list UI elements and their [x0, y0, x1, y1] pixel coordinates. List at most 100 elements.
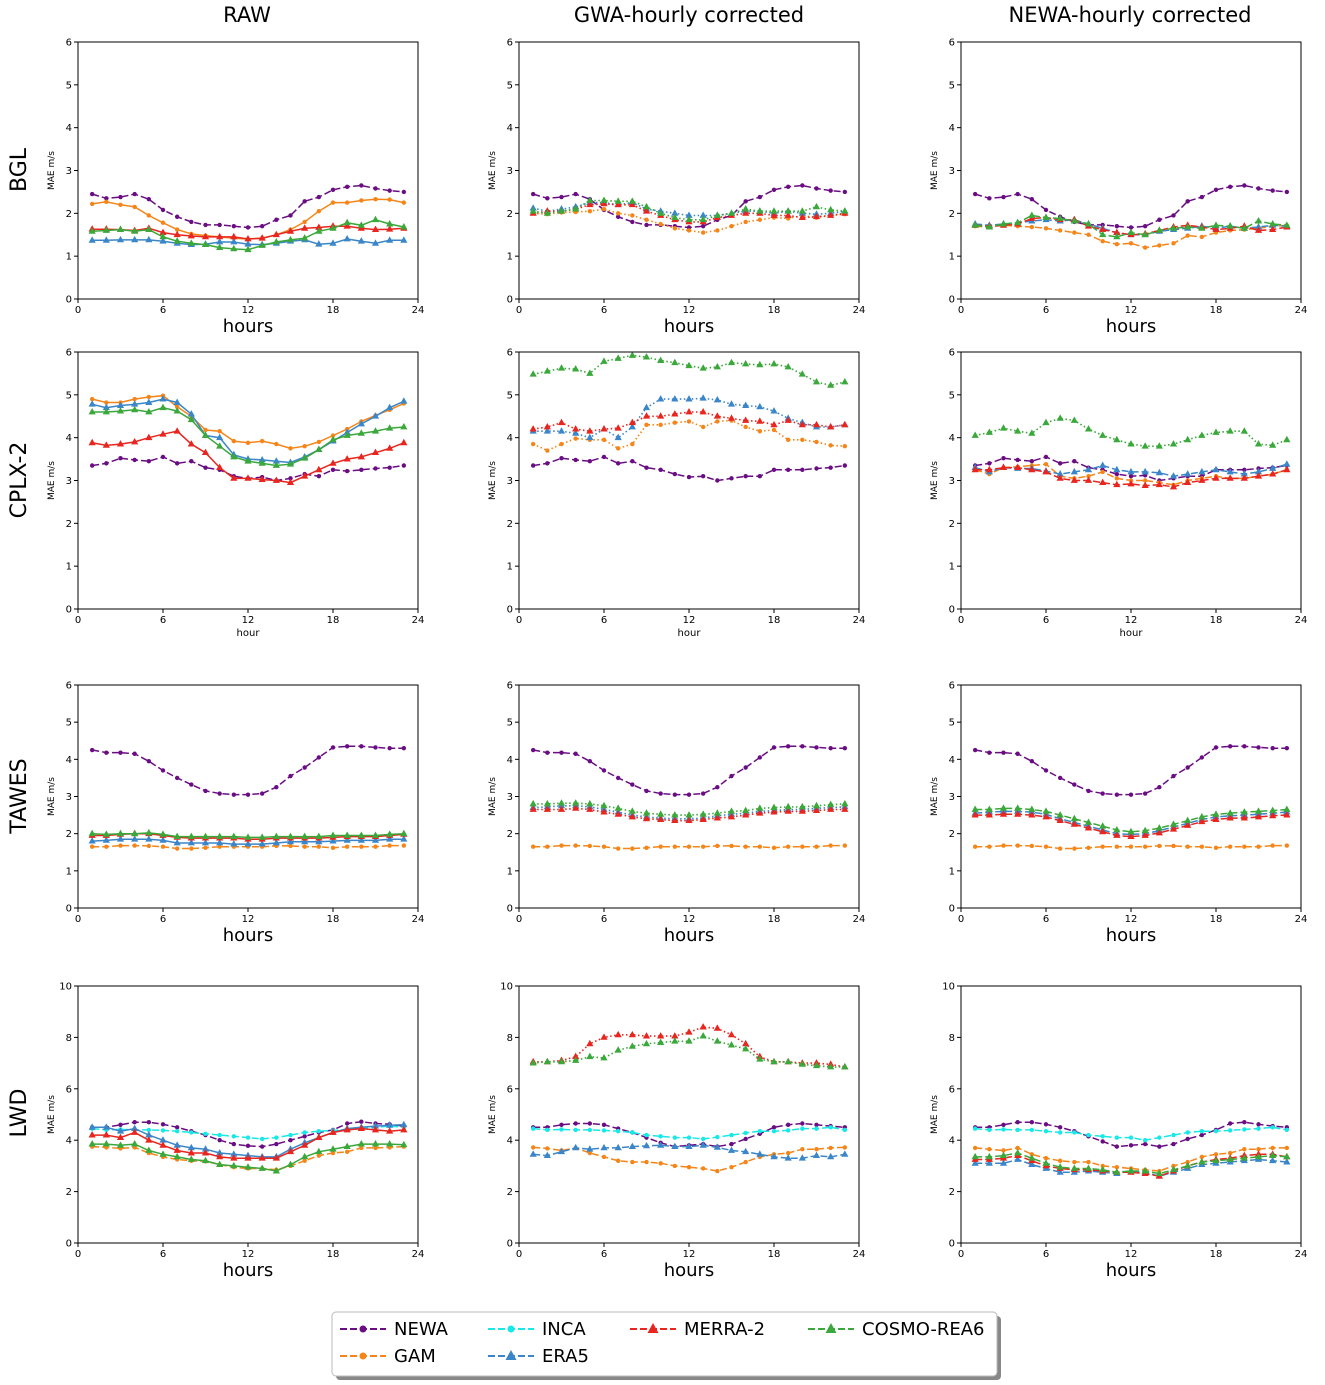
panel-cplx-2-raw-xtick-label: 18 [327, 615, 340, 626]
panel-cplx-2-gwa-hourly-corrected-xtick-label: 0 [516, 615, 522, 626]
panel-bgl-gwa-hourly-corrected-point-merra2 [628, 200, 636, 208]
panel-tawes-raw-point-era5 [286, 837, 295, 845]
panel-lwd-raw-point-cosmo [230, 1161, 238, 1169]
panel-cplx-2-newa-hourly-corrected-point-era5 [1212, 465, 1220, 473]
panel-lwd-gwa-hourly-corrected-point-inca [757, 1129, 763, 1134]
panel-tawes-gwa-hourly-corrected-ytick-label: 5 [507, 718, 513, 729]
panel-bgl-newa-hourly-corrected-point-newa [1242, 183, 1247, 188]
panel-cplx-2-newa-hourly-corrected-point-cosmo [1269, 441, 1277, 448]
panel-lwd-raw-point-merra2 [159, 1141, 167, 1148]
panel-cplx-2-gwa-hourly-corrected-point-cosmo [841, 377, 849, 385]
panel-bgl-raw-point-era5 [400, 236, 408, 243]
panel-bgl-gwa-hourly-corrected-point-cosmo [586, 196, 594, 203]
panel-lwd-gwa-hourly-corrected-xtick-label: 24 [853, 1249, 866, 1260]
panel-bgl-gwa-hourly-corrected-point-cosmo [713, 211, 721, 218]
panel-bgl-gwa-hourly-corrected-xtick-label: 6 [601, 305, 607, 316]
panel-lwd-gwa-hourly-corrected-point-inca [686, 1135, 692, 1140]
panel-tawes-raw-xtick-label: 24 [412, 914, 425, 925]
panel-lwd-newa-hourly-corrected-xtick-label: 12 [1125, 1249, 1138, 1260]
panel-cplx-2-raw-point-era5 [131, 400, 139, 407]
panel-bgl-raw-point-era5 [230, 238, 238, 245]
panel-lwd-newa-hourly-corrected-point-cosmo [1014, 1149, 1022, 1156]
panel-lwd-raw-point-merra2 [145, 1136, 153, 1143]
panel-bgl-gwa-hourly-corrected-point-cosmo [614, 197, 622, 204]
panel-tawes-raw-point-gam [118, 843, 123, 848]
panel-lwd-gwa-hourly-corrected-point-cosmo [727, 1041, 736, 1048]
panel-lwd-newa-hourly-corrected-point-inca [972, 1126, 978, 1131]
panel-lwd-gwa-hourly-corrected-point-newa [785, 1122, 791, 1127]
panel-bgl-raw-point-newa [288, 213, 293, 218]
panel-tawes-newa-hourly-corrected-point-newa [1029, 758, 1035, 764]
panel-bgl-raw-point-merra2 [315, 223, 323, 230]
panel-tawes-gwa-hourly-corrected-point-cosmo [671, 811, 679, 818]
panel-cplx-2-gwa-hourly-corrected-point-merra2 [529, 425, 537, 432]
panel-bgl-gwa-hourly-corrected-ytick-label: 2 [507, 209, 513, 220]
panel-tawes-newa-hourly-corrected-point-gam [1029, 843, 1035, 849]
panel-cplx-2-raw-point-newa [132, 457, 137, 463]
panel-lwd-raw-point-era5 [201, 1145, 210, 1152]
panel-tawes-newa-hourly-corrected-xtick-label: 18 [1210, 914, 1223, 925]
panel-tawes-raw-point-gam [373, 844, 378, 849]
panel-lwd-gwa-hourly-corrected-point-cosmo [628, 1042, 636, 1049]
panel-bgl-newa-hourly-corrected-ytick-label: 3 [949, 166, 955, 177]
panel-tawes-raw-point-cosmo [386, 830, 394, 837]
panel-tawes-raw-point-cosmo [216, 832, 224, 840]
panel-tawes-raw-point-newa [387, 745, 392, 751]
panel-bgl-newa-hourly-corrected-point-newa [1128, 225, 1134, 230]
panel-bgl-raw-point-merra2 [173, 230, 181, 238]
panel-tawes-newa-hourly-corrected-point-cosmo [985, 805, 993, 812]
panel-cplx-2-gwa-hourly-corrected-point-cosmo [699, 364, 707, 371]
panel-lwd-gwa-hourly-corrected-point-gam [601, 1154, 607, 1160]
panel-lwd-raw-point-cosmo [258, 1164, 266, 1171]
panel-tawes-gwa-hourly-corrected-point-newa [785, 744, 791, 749]
panel-lwd-gwa-hourly-corrected-point-inca [842, 1127, 848, 1133]
panel-bgl-gwa-hourly-corrected-point-cosmo [756, 207, 764, 214]
panel-cplx-2-raw-xtick-label: 24 [412, 615, 425, 626]
panel-cplx-2-gwa-hourly-corrected-point-era5 [742, 401, 750, 408]
panel-bgl-gwa-hourly-corrected-point-newa [800, 183, 805, 188]
panel-lwd-gwa-hourly-corrected-point-cosmo [557, 1057, 566, 1065]
panel-bgl-gwa-hourly-corrected-point-newa [757, 194, 763, 200]
panel-cplx-2-newa-hourly-corrected-point-cosmo [1028, 429, 1036, 436]
panel-bgl-newa-hourly-corrected-point-newa [1199, 194, 1205, 200]
panel-tawes-newa-hourly-corrected-point-newa [1157, 785, 1162, 790]
panel-cplx-2-raw-point-era5 [272, 457, 280, 464]
panel-lwd-gwa-hourly-corrected-point-inca [700, 1136, 706, 1142]
panel-lwd-gwa-hourly-corrected-xtick-label: 6 [601, 1249, 607, 1260]
panel-tawes-raw-point-gam [104, 844, 109, 849]
panel-lwd-raw-point-cosmo [131, 1140, 139, 1147]
panel-bgl-gwa-hourly-corrected-ytick-label: 4 [507, 123, 513, 134]
panel-tawes-newa-hourly-corrected-point-merra2 [1070, 820, 1078, 827]
panel-tawes-raw-point-gam [359, 844, 364, 849]
panel-tawes-gwa-hourly-corrected-point-newa [800, 744, 805, 749]
panel-cplx-2-newa-hourly-corrected-point-merra2 [1113, 480, 1121, 488]
panel-bgl-raw-point-cosmo [230, 244, 238, 252]
panel-bgl-newa-hourly-corrected-point-cosmo [1070, 217, 1078, 224]
panel-lwd-gwa-hourly-corrected-point-gam [729, 1164, 734, 1170]
panel-lwd-newa-hourly-corrected-point-inca [1029, 1127, 1035, 1133]
panel-bgl-newa-hourly-corrected-point-cosmo [1198, 224, 1206, 231]
panel-tawes-newa-hourly-corrected-point-merra2 [1127, 832, 1135, 840]
panel-tawes-newa-hourly-corrected-point-gam [1142, 844, 1148, 849]
panel-bgl-newa-hourly-corrected-point-gam [1072, 230, 1077, 235]
panel-lwd-newa-hourly-corrected-point-newa [1043, 1122, 1049, 1127]
panel-cplx-2-gwa-hourly-corrected-point-merra2 [713, 412, 721, 419]
panel-bgl-newa-hourly-corrected-point-cosmo [1042, 213, 1050, 221]
panel-cplx-2-newa-hourly-corrected-xlabel: hour [1120, 628, 1144, 639]
panel-lwd-newa-hourly-corrected-point-cosmo [985, 1152, 993, 1160]
panel-cplx-2-newa-hourly-corrected-point-newa [1072, 459, 1077, 464]
panel-tawes-raw-point-cosmo [159, 830, 167, 837]
panel-lwd-raw-point-inca [174, 1129, 180, 1134]
panel-bgl-gwa-hourly-corrected-point-gam [644, 217, 649, 222]
panel-tawes-gwa-hourly-corrected-point-newa [545, 750, 550, 755]
panel-lwd-raw-point-era5 [102, 1123, 110, 1130]
panel-tawes-raw-point-newa [373, 745, 378, 750]
panel-bgl-newa-hourly-corrected-point-newa [1001, 194, 1006, 200]
panel-bgl-gwa-hourly-corrected-point-cosmo [642, 202, 651, 210]
panel-cplx-2-newa-hourly-corrected-point-merra2 [1084, 476, 1093, 483]
panel-bgl-raw-point-gam [373, 196, 378, 202]
panel-tawes-newa-hourly-corrected-point-newa [1213, 745, 1219, 750]
panel-cplx-2-newa-hourly-corrected-xtick-label: 0 [958, 615, 964, 626]
panel-cplx-2-raw-point-gam [259, 438, 265, 444]
panel-cplx-2-raw-point-gam [203, 427, 208, 433]
